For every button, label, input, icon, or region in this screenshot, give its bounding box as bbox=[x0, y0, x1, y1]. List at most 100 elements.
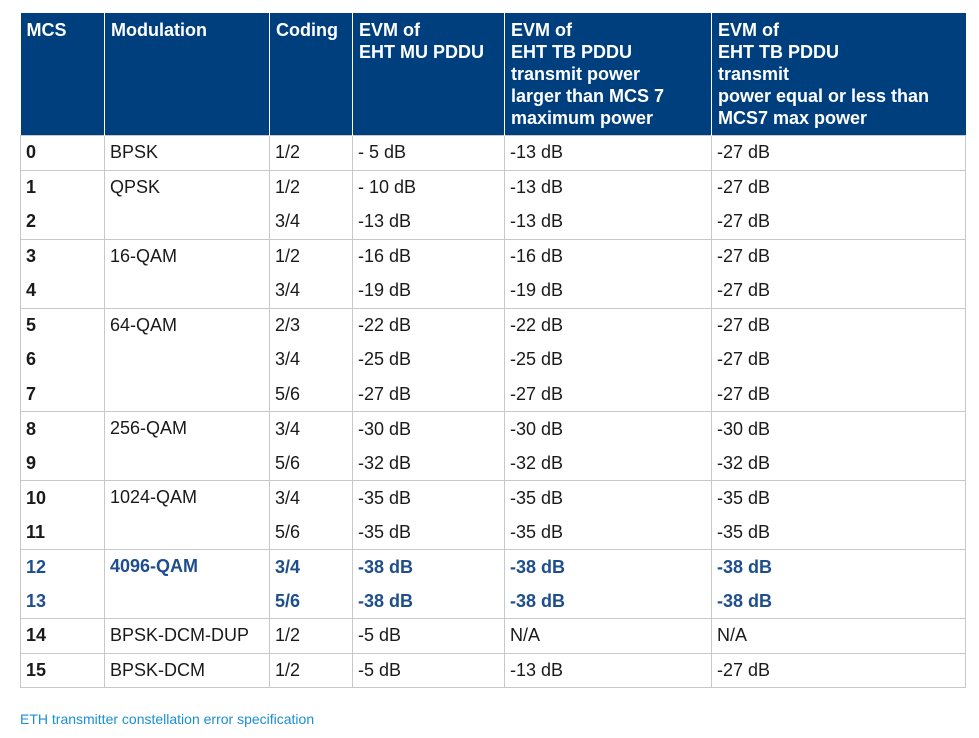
cell-coding: 3/4 bbox=[269, 480, 353, 515]
cell-modulation: QPSK bbox=[104, 169, 270, 239]
cell-coding: 1/2 bbox=[269, 652, 353, 688]
header-evm-tb-small-line: EHT TB PDDU bbox=[718, 42, 839, 62]
cell-modulation: 16-QAM bbox=[104, 238, 270, 308]
cell-coding: 3/4 bbox=[269, 273, 353, 308]
cell-evm-mu: -30 dB bbox=[352, 411, 505, 446]
cell-evm-tb-large: -13 dB bbox=[504, 652, 712, 688]
header-evm-tb-large-line: maximum power bbox=[511, 108, 654, 128]
table-row: 6 3/4 -25 dB -25 dB -27 dB bbox=[21, 342, 966, 377]
cell-evm-tb-large: -22 dB bbox=[504, 307, 712, 343]
cell-coding: 1/2 bbox=[269, 238, 353, 274]
cell-evm-tb-small: -27 dB bbox=[711, 652, 966, 688]
cell-mcs: 3 bbox=[20, 238, 105, 274]
header-evm-tb-large-line: EHT TB PDDU bbox=[511, 42, 632, 62]
cell-coding: 1/2 bbox=[269, 618, 353, 653]
cell-mcs: 4 bbox=[26, 280, 37, 300]
cell-evm-mu: -27 dB bbox=[352, 377, 505, 412]
cell-evm-mu: - 5 dB bbox=[352, 135, 505, 170]
cell-coding: 5/6 bbox=[269, 377, 353, 412]
cell-coding: 3/4 bbox=[269, 411, 353, 446]
cell-coding: 3/4 bbox=[269, 204, 353, 239]
cell-modulation: 256-QAM bbox=[104, 411, 270, 481]
cell-evm-mu: -19 dB bbox=[352, 273, 505, 308]
header-evm-tb-small-line: transmit bbox=[718, 64, 790, 84]
table-row-highlighted: 12 4096-QAM 3/4 -38 dB -38 dB -38 dB bbox=[20, 549, 966, 619]
table-row: 15 BPSK-DCM 1/2 -5 dB -13 dB -27 dB bbox=[20, 652, 966, 688]
cell-evm-tb-small: N/A bbox=[711, 618, 966, 653]
cell-evm-mu: -32 dB bbox=[352, 446, 505, 481]
cell-evm-tb-large: -35 dB bbox=[504, 480, 712, 515]
cell-coding: 3/4 bbox=[269, 342, 353, 377]
header-row: MCS Modulation Coding EVM of EHT MU PDDU… bbox=[20, 13, 966, 136]
cell-evm-tb-small: -27 dB bbox=[711, 204, 966, 239]
cell-evm-tb-small: -27 dB bbox=[711, 377, 966, 412]
table-row: 5 64-QAM 2/3 -22 dB -22 dB -27 dB bbox=[20, 307, 966, 412]
table-row: 14 BPSK-DCM-DUP 1/2 -5 dB N/A N/A bbox=[20, 618, 966, 653]
header-coding: Coding bbox=[269, 13, 353, 136]
cell-mcs: 12 bbox=[20, 549, 105, 584]
cell-mcs: 10 bbox=[20, 480, 105, 515]
cell-evm-mu: - 10 dB bbox=[352, 169, 505, 205]
header-evm-tb-small-line: MCS7 max power bbox=[718, 108, 868, 128]
cell-coding: 5/6 bbox=[269, 584, 353, 619]
header-evm-mu-line: EVM of bbox=[359, 20, 420, 40]
cell-mcs: 15 bbox=[20, 652, 105, 688]
cell-coding: 5/6 bbox=[269, 446, 353, 481]
cell-mcs: 0 bbox=[20, 135, 105, 170]
table-row-highlighted: 13 5/6 -38 dB -38 dB -38 dB bbox=[21, 584, 966, 619]
cell-evm-mu: -22 dB bbox=[352, 307, 505, 343]
cell-evm-tb-small: -38 dB bbox=[711, 584, 966, 619]
cell-evm-tb-large: -13 dB bbox=[504, 169, 712, 205]
cell-evm-tb-small: -27 dB bbox=[711, 238, 966, 274]
cell-mcs: 9 bbox=[26, 452, 37, 473]
table-row: 2 3/4 -13 dB -13 dB -27 dB bbox=[21, 204, 966, 239]
table-row: 0 BPSK 1/2 - 5 dB -13 dB -27 dB bbox=[20, 135, 966, 170]
cell-evm-mu: -5 dB bbox=[352, 618, 505, 653]
cell-modulation: BPSK-DCM-DUP bbox=[104, 618, 270, 653]
cell-modulation: 4096-QAM bbox=[104, 549, 270, 619]
cell-evm-mu: -38 dB bbox=[352, 549, 505, 584]
cell-mcs: 6 bbox=[26, 349, 37, 370]
cell-evm-tb-small: -35 dB bbox=[711, 515, 966, 550]
cell-evm-tb-small: -27 dB bbox=[711, 342, 966, 377]
table-row: 10 1024-QAM 3/4 -35 dB -35 dB -35 dB bbox=[20, 480, 966, 550]
cell-evm-mu: -38 dB bbox=[352, 584, 505, 619]
header-evm-mu: EVM of EHT MU PDDU bbox=[352, 13, 505, 136]
cell-evm-mu: -25 dB bbox=[352, 342, 505, 377]
table-row: 4 3/4 -19 dB -19 dB -27 dB bbox=[21, 273, 966, 308]
cell-modulation: 1024-QAM bbox=[104, 480, 270, 550]
cell-evm-tb-small: -35 dB bbox=[711, 480, 966, 515]
cell-coding: 2/3 bbox=[269, 307, 353, 343]
cell-evm-tb-large: -35 dB bbox=[504, 515, 712, 550]
cell-evm-tb-small: -30 dB bbox=[711, 411, 966, 446]
cell-evm-tb-large: -13 dB bbox=[504, 135, 712, 170]
header-evm-tb-large-line: larger than MCS 7 bbox=[511, 86, 665, 106]
cell-modulation: BPSK bbox=[104, 135, 270, 170]
cell-evm-tb-small: -27 dB bbox=[711, 169, 966, 205]
cell-mcs: 5 bbox=[20, 307, 105, 343]
cell-evm-tb-small: -32 dB bbox=[711, 446, 966, 481]
cell-coding: 1/2 bbox=[269, 135, 353, 170]
table-row: 3 16-QAM 1/2 -16 dB -16 dB -27 dB bbox=[20, 238, 966, 308]
cell-evm-mu: -35 dB bbox=[352, 480, 505, 515]
table-row: 1 QPSK 1/2 - 10 dB -13 dB -27 dB bbox=[20, 169, 966, 239]
cell-evm-tb-large: N/A bbox=[504, 618, 712, 653]
header-modulation: Modulation bbox=[104, 13, 270, 136]
cell-mcs: 8 bbox=[20, 411, 105, 446]
cell-evm-tb-large: -38 dB bbox=[504, 549, 712, 584]
table-row: 7 5/6 -27 dB -27 dB -27 dB bbox=[21, 377, 966, 412]
header-evm-tb-small-line: power equal or less than bbox=[718, 86, 930, 106]
cell-modulation: 64-QAM bbox=[104, 307, 270, 412]
header-mcs: MCS bbox=[20, 13, 105, 136]
cell-evm-tb-small: -27 dB bbox=[711, 307, 966, 343]
header-evm-tb-large-line: transmit power bbox=[511, 64, 641, 84]
cell-evm-tb-large: -27 dB bbox=[504, 377, 712, 412]
evm-spec-table: MCS Modulation Coding EVM of EHT MU PDDU… bbox=[20, 13, 966, 688]
cell-mcs: 13 bbox=[26, 590, 47, 611]
header-evm-tb-small-line: EVM of bbox=[718, 20, 779, 40]
cell-evm-tb-small: -27 dB bbox=[711, 135, 966, 170]
cell-mcs: 11 bbox=[26, 521, 46, 542]
cell-mcs: 14 bbox=[20, 618, 105, 653]
table-caption: ETH transmitter constellation error spec… bbox=[20, 711, 315, 727]
header-evm-tb-large: EVM of EHT TB PDDU transmit power larger… bbox=[504, 13, 712, 136]
